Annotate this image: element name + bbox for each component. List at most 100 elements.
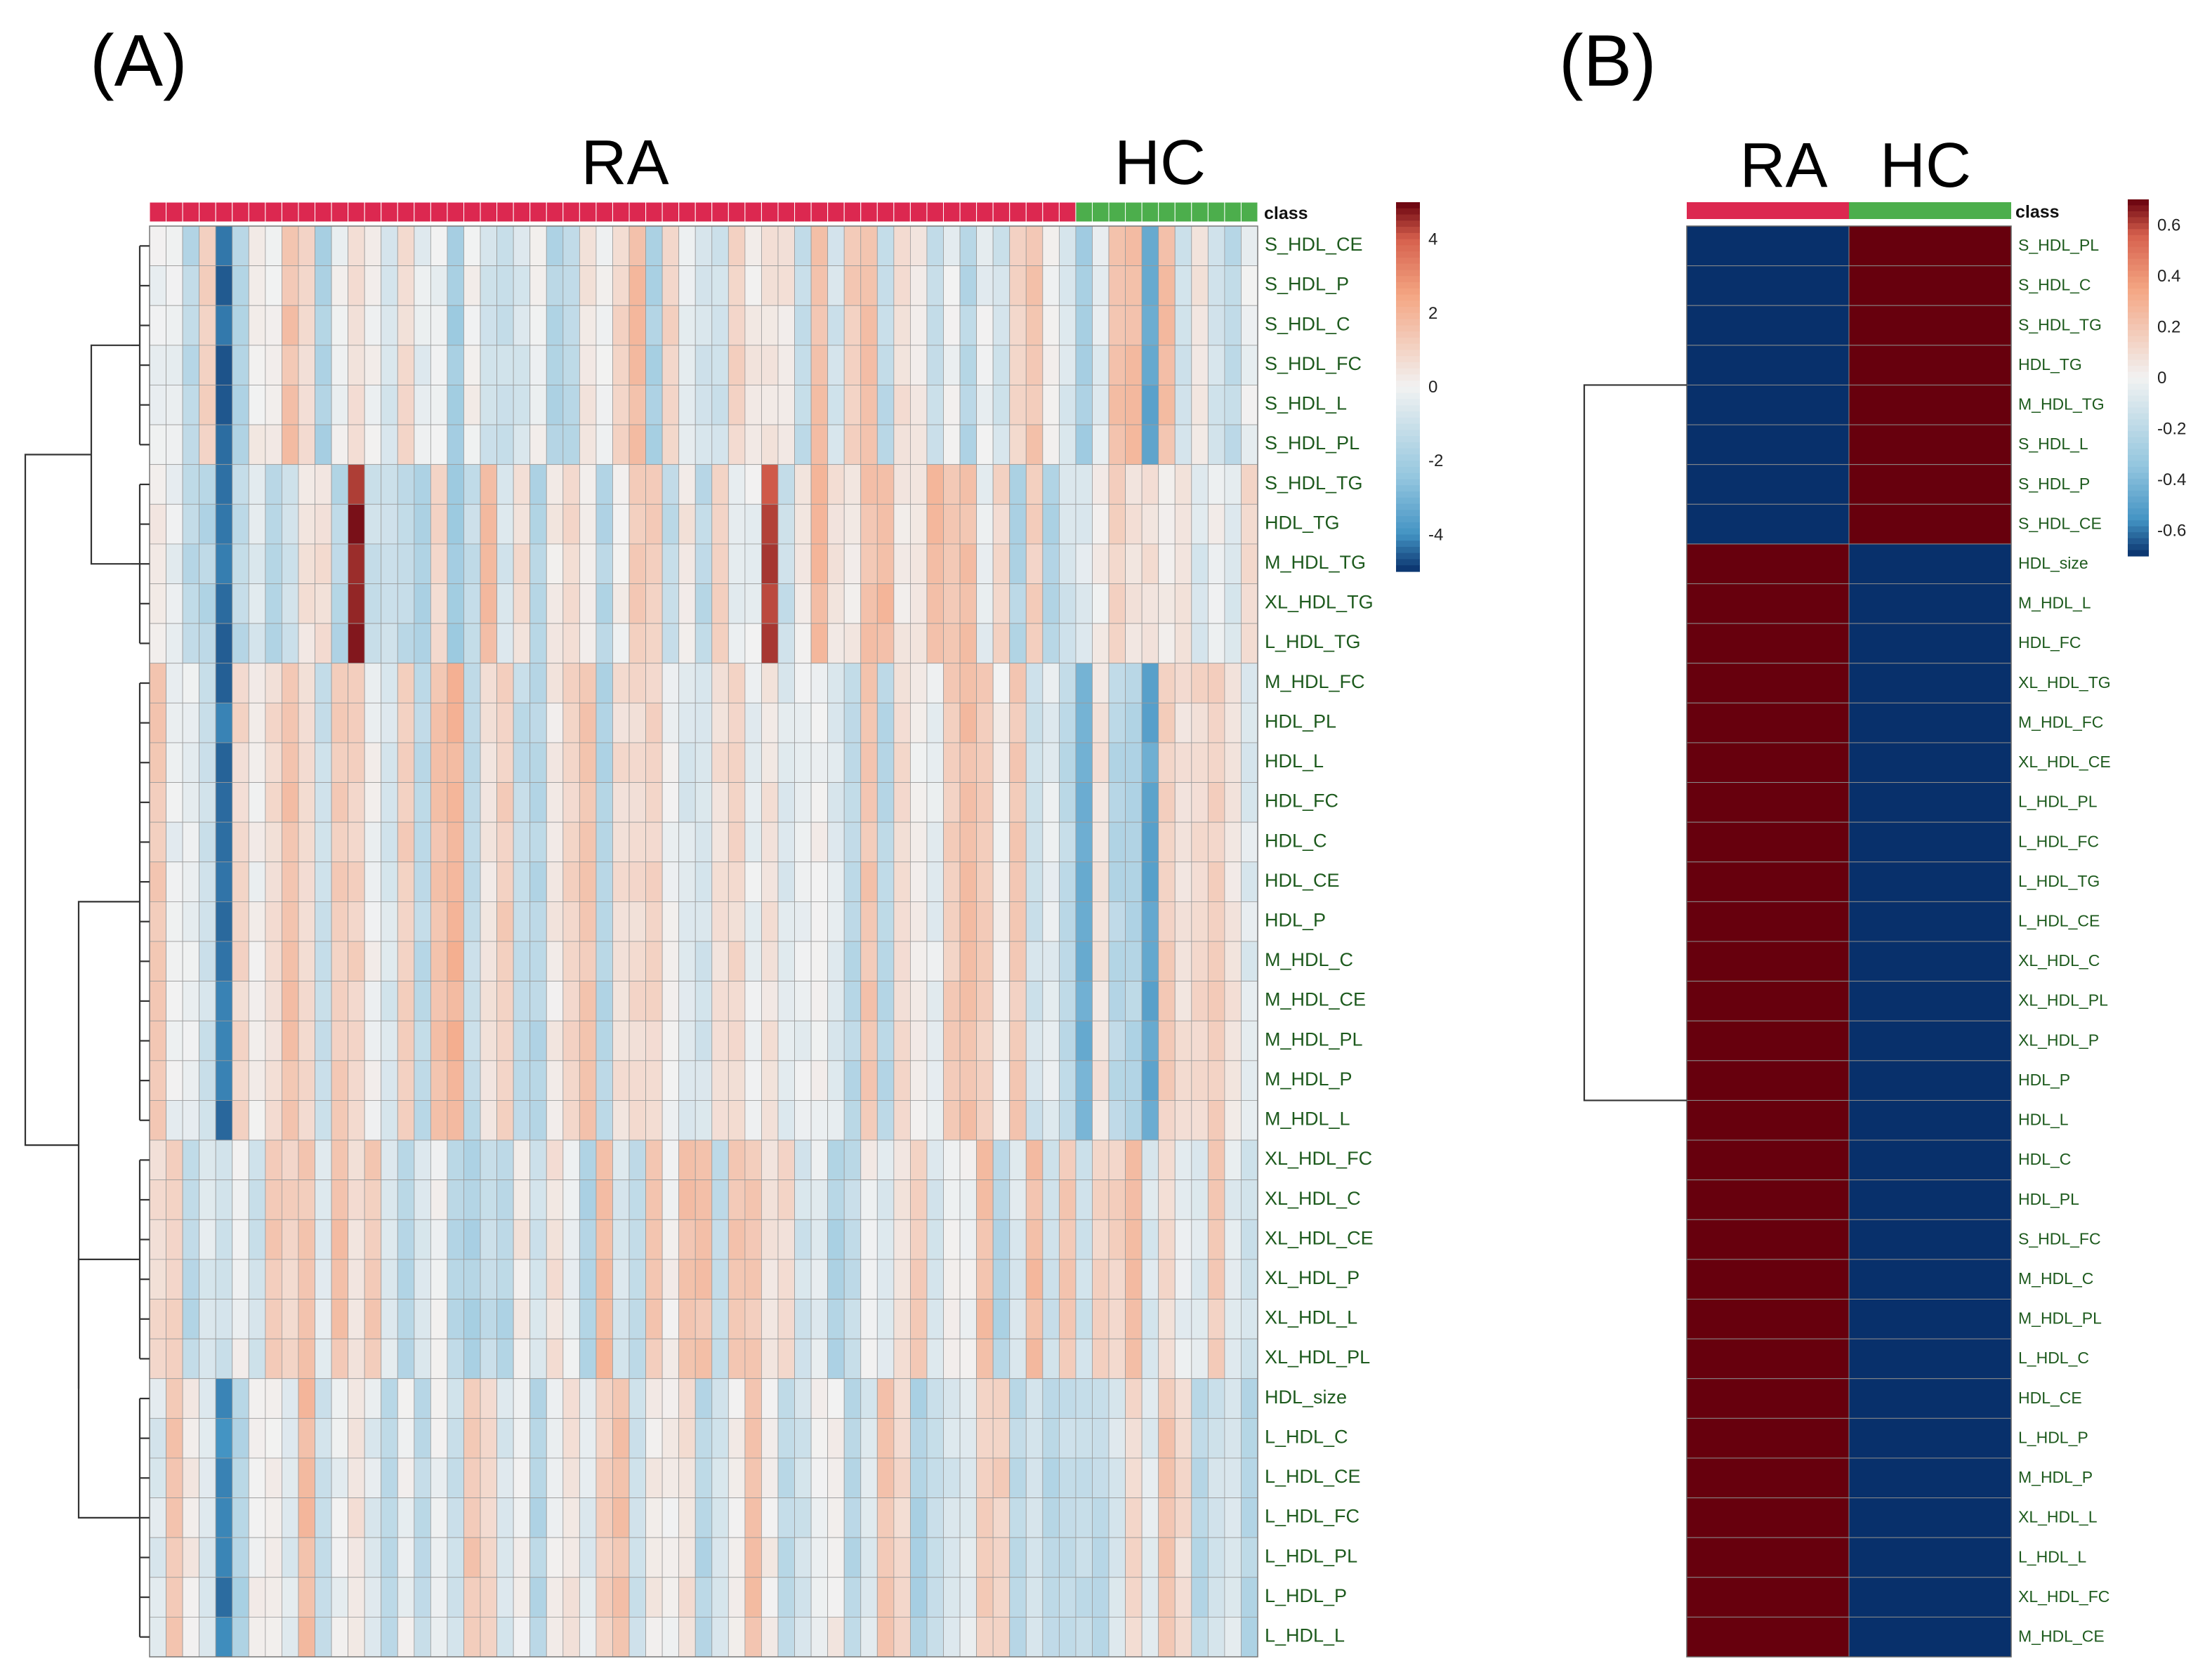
heatmap-cell <box>199 663 216 703</box>
heatmap-cell <box>1125 782 1143 823</box>
heatmap-cell <box>579 742 597 783</box>
heatmap-cell <box>777 821 795 863</box>
heatmap-cell <box>298 1497 315 1538</box>
heatmap-cell <box>1686 782 1850 823</box>
heatmap-cell <box>645 503 663 545</box>
heatmap-cell <box>910 623 928 664</box>
heatmap-cell <box>1191 225 1209 267</box>
heatmap-cell <box>397 1417 415 1459</box>
heatmap-cell <box>595 941 613 982</box>
heatmap-cell <box>562 1417 580 1459</box>
heatmap-cell <box>430 1299 448 1340</box>
heatmap-cell <box>199 1219 216 1260</box>
heatmap-cell <box>215 345 233 385</box>
heatmap-cell <box>794 901 812 942</box>
heatmap-cell <box>1141 861 1159 902</box>
heatmap-cell <box>1174 1497 1192 1538</box>
heatmap-cell <box>695 1616 713 1658</box>
heatmap-cell <box>926 1457 944 1498</box>
heatmap-cell <box>331 663 349 703</box>
heatmap-cell <box>612 782 630 823</box>
heatmap-cell <box>381 663 398 703</box>
heatmap-cell <box>149 424 166 465</box>
heatmap-cell <box>1174 901 1192 942</box>
heatmap-cell <box>645 345 663 385</box>
heatmap-cell <box>381 543 398 584</box>
heatmap-cell <box>1207 663 1225 703</box>
heatmap-cell <box>463 1577 481 1618</box>
heatmap-cell <box>595 1616 613 1658</box>
heatmap-cell <box>364 1338 382 1380</box>
heatmap-cell <box>1191 702 1209 743</box>
heatmap-cell <box>1042 1457 1060 1498</box>
heatmap-cell <box>827 782 845 823</box>
heatmap-cell <box>364 424 382 465</box>
heatmap-cell <box>761 623 779 664</box>
heatmap-cell <box>761 702 779 743</box>
heatmap-cell <box>1108 821 1126 863</box>
heatmap-cell <box>678 503 696 545</box>
heatmap-cell <box>298 1179 315 1220</box>
heatmap-cell <box>215 861 233 902</box>
heatmap-cell <box>711 782 729 823</box>
heatmap-cell <box>348 981 365 1021</box>
heatmap-cell <box>1075 981 1093 1021</box>
heatmap-cell <box>463 1219 481 1260</box>
heatmap-cell <box>794 1577 812 1618</box>
heatmap-cell <box>331 1299 349 1340</box>
heatmap-cell <box>1848 1099 2012 1141</box>
heatmap-cell <box>414 1457 431 1498</box>
heatmap-cell <box>265 1417 282 1459</box>
heatmap-cell <box>943 821 961 863</box>
heatmap-cell <box>381 424 398 465</box>
heatmap-cell <box>595 742 613 783</box>
heatmap-cell <box>1174 1457 1192 1498</box>
heatmap-cell <box>1158 1060 1176 1101</box>
heatmap-cell <box>579 385 597 425</box>
heatmap-cell <box>992 1338 1011 1380</box>
legend-swatch <box>1396 442 1420 449</box>
heatmap-cell <box>496 1179 514 1220</box>
heatmap-cell <box>579 821 597 863</box>
heatmap-cell <box>1092 345 1110 385</box>
heatmap-cell <box>1009 424 1027 465</box>
heatmap-cell <box>843 663 862 703</box>
heatmap-cell <box>529 1020 547 1061</box>
row-label: M_HDL_L <box>2018 594 2091 612</box>
heatmap-cell <box>430 821 448 863</box>
legend-swatch <box>2128 526 2149 533</box>
heatmap-cell <box>794 861 812 902</box>
heatmap-cell <box>414 742 431 783</box>
heatmap-cell <box>348 623 365 664</box>
heatmap-cell <box>463 821 481 863</box>
heatmap-cell <box>562 464 580 505</box>
heatmap-cell <box>1108 1179 1126 1220</box>
heatmap-cell <box>182 385 200 425</box>
heatmap-cell <box>711 901 729 942</box>
heatmap-cell <box>265 941 282 982</box>
heatmap-cell <box>315 1577 332 1618</box>
heatmap-cell <box>794 1219 812 1260</box>
heatmap-cell <box>265 623 282 664</box>
heatmap-cell <box>1224 623 1242 664</box>
heatmap-cell <box>595 1219 613 1260</box>
heatmap-cell <box>397 861 415 902</box>
row-label: M_HDL_PL <box>1265 1028 1363 1050</box>
heatmap-cell <box>761 385 779 425</box>
heatmap-cell <box>810 702 829 743</box>
heatmap-cell <box>529 1139 547 1181</box>
heatmap-cell <box>761 1259 779 1299</box>
heatmap-cell <box>215 623 233 664</box>
heatmap-cell <box>1224 1497 1242 1538</box>
heatmap-cell <box>447 1259 464 1299</box>
heatmap-cell <box>1686 821 1850 863</box>
heatmap-cell <box>1141 543 1159 584</box>
heatmap-cell <box>794 941 812 982</box>
heatmap-cell <box>678 1259 696 1299</box>
heatmap-cell <box>166 305 183 346</box>
row-label: S_HDL_TG <box>2018 315 2102 333</box>
heatmap-cell <box>1025 1338 1044 1380</box>
legend-swatch <box>2128 407 2149 414</box>
heatmap-cell <box>182 1616 200 1658</box>
heatmap-cell <box>678 543 696 584</box>
